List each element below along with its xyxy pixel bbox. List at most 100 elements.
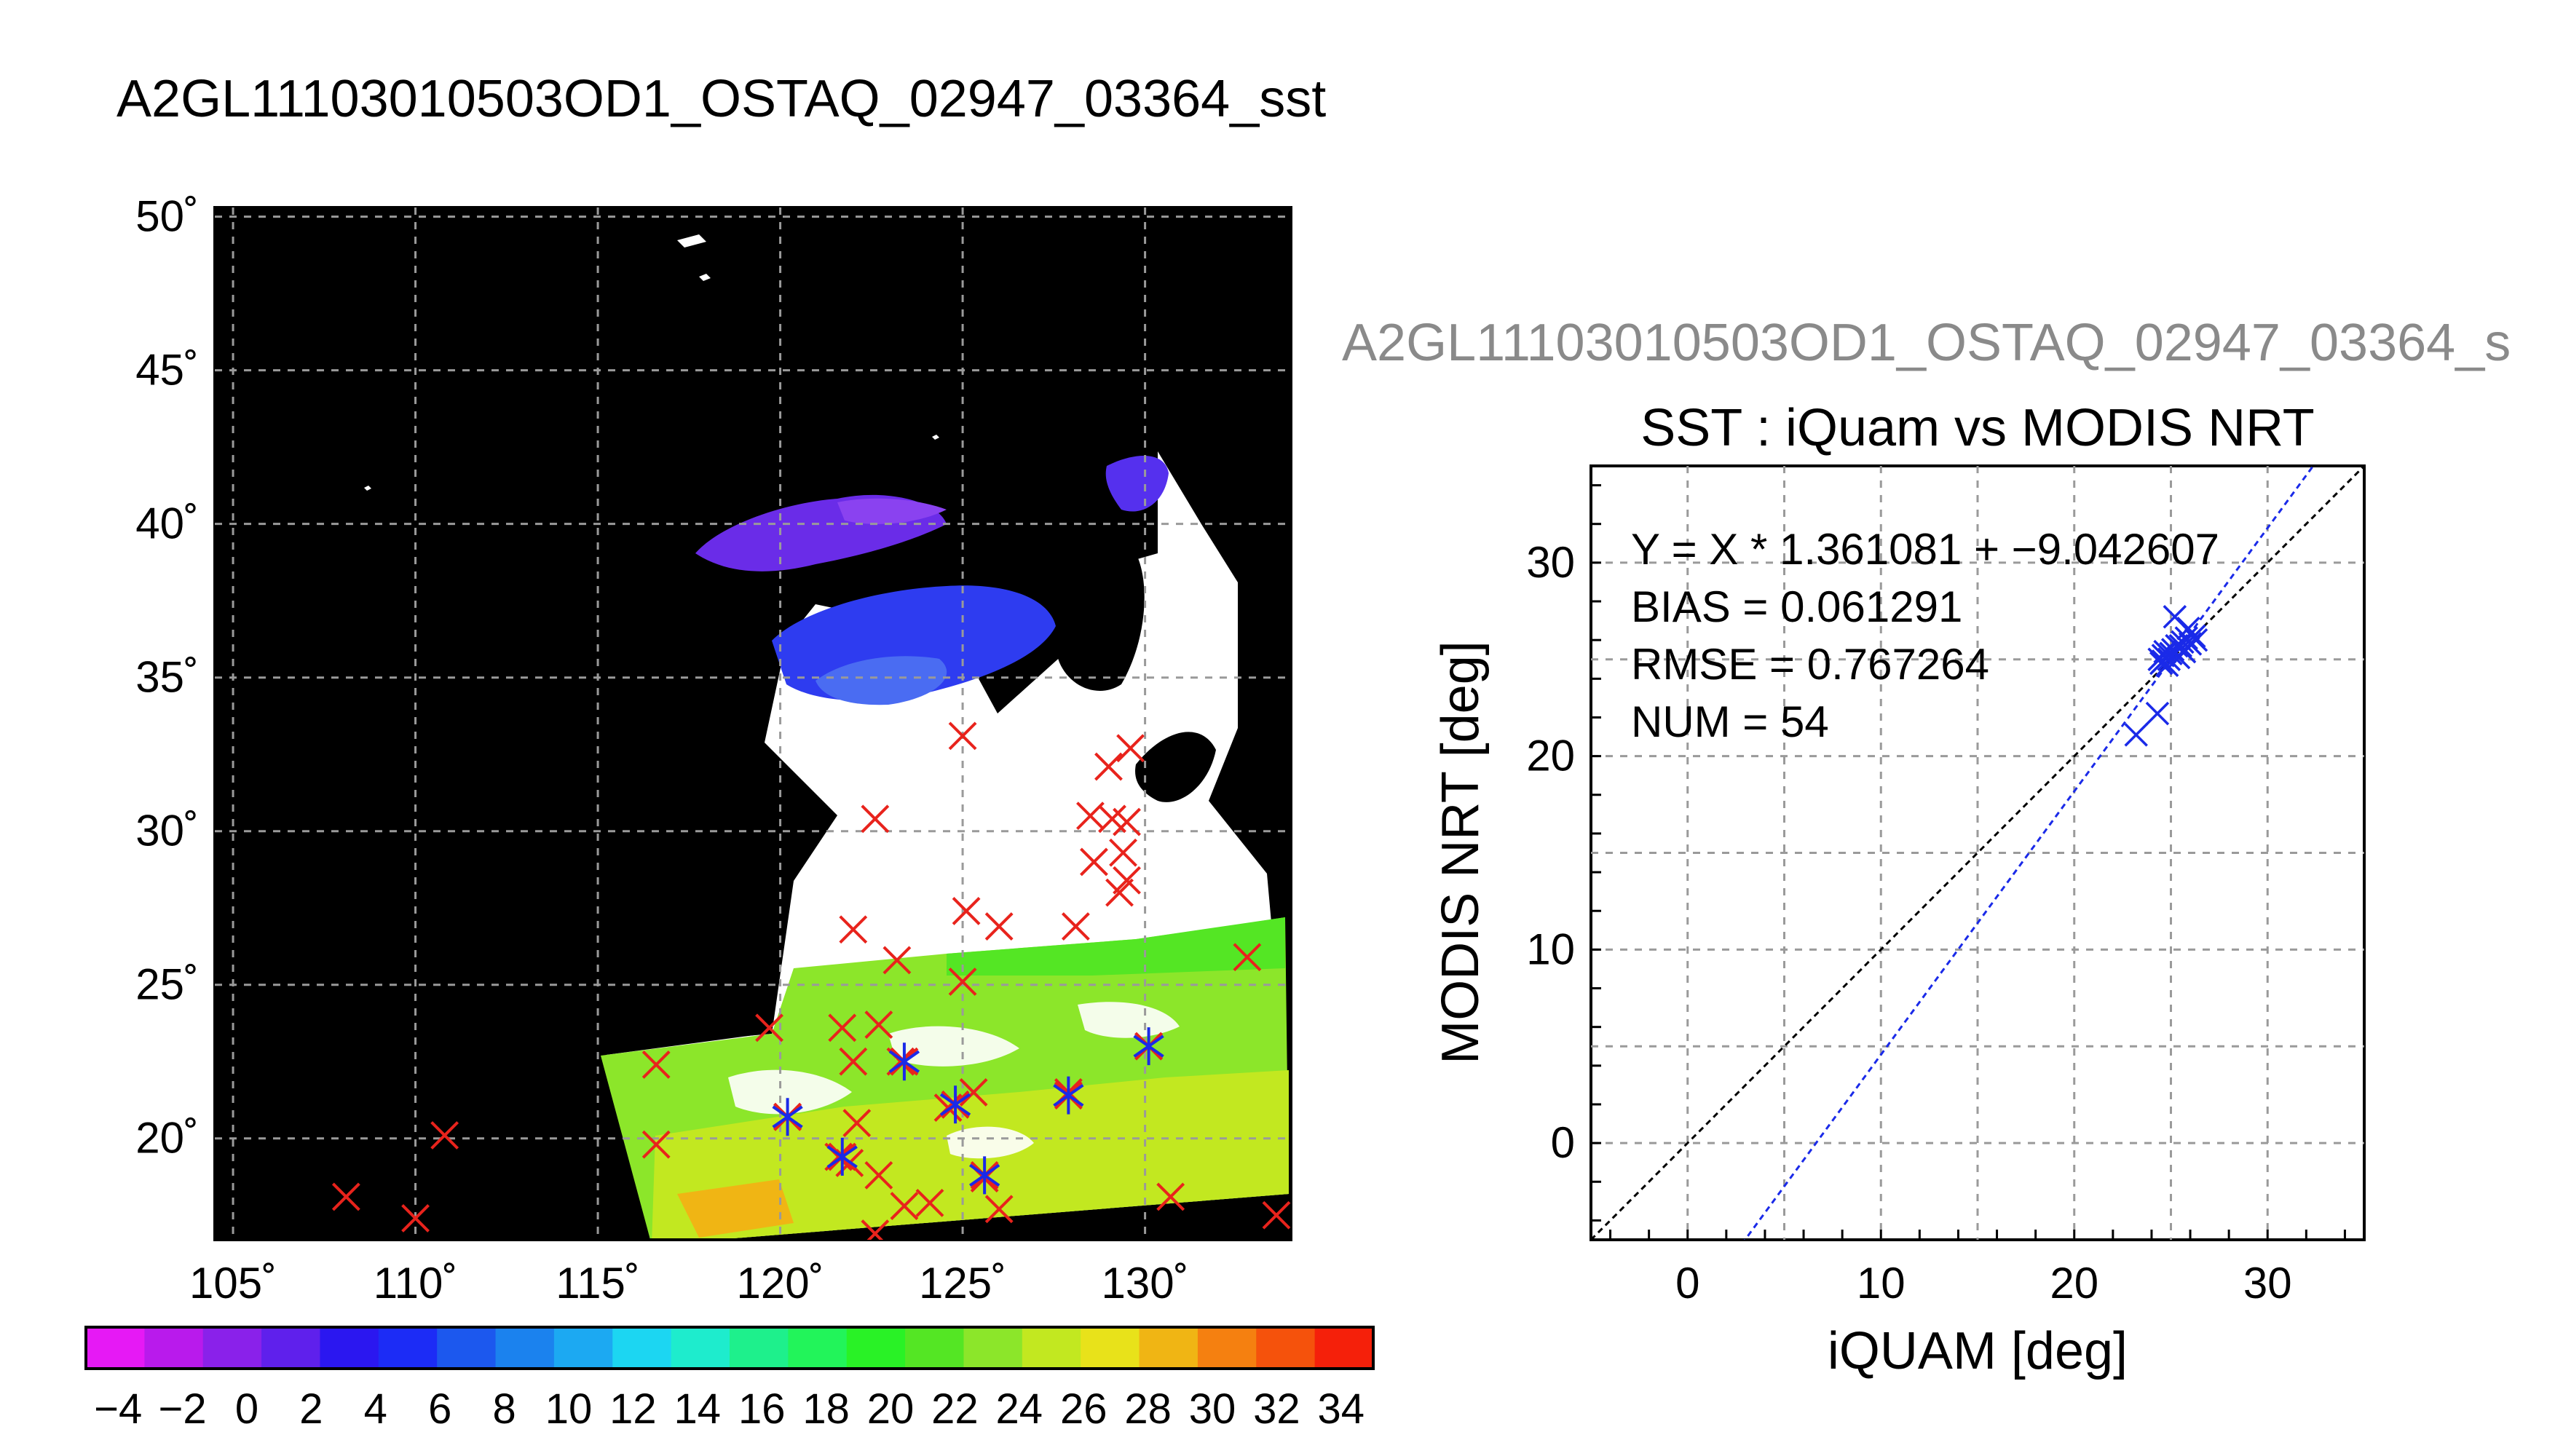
matchup-marker (1053, 1076, 1084, 1115)
scatter-point (2151, 649, 2176, 673)
colorbar-cell (671, 1327, 730, 1369)
iquam-marker (1061, 912, 1090, 941)
iquam-marker (864, 1160, 893, 1190)
iquam-marker (952, 897, 981, 925)
iquam-marker (641, 1051, 671, 1079)
one-to-one-line (1591, 466, 2364, 1240)
scatter-point (2124, 723, 2148, 747)
colorbar-cell (1256, 1327, 1316, 1369)
map-title: A2GL11103010503OD1_OSTAQ_02947_03364_sst (117, 70, 1327, 128)
iquam-marker (839, 1047, 868, 1076)
colorbar-cell (1139, 1327, 1198, 1369)
scatter-point (2178, 632, 2203, 656)
matchup-marker (772, 1098, 803, 1136)
colorbar-tick-label: 16 (738, 1385, 786, 1433)
map-matchup-markers (772, 1027, 1164, 1195)
warm-band-orange (677, 1179, 794, 1238)
scatter-point (2153, 639, 2177, 664)
iquam-marker (882, 946, 912, 975)
map-lat-tick-label: 45˚ (135, 346, 199, 395)
map-gridlines (215, 207, 1291, 1240)
iquam-marker (641, 1130, 671, 1159)
iquam-marker (1156, 1182, 1185, 1211)
iquam-marker (1105, 878, 1134, 907)
colorbar-cell (1081, 1327, 1140, 1369)
iquam-marker (948, 968, 977, 996)
colorbar-tick-label: 12 (609, 1385, 657, 1433)
colorbar-tick-label: 6 (428, 1385, 451, 1433)
scatter-points (2124, 605, 2208, 747)
map-lon-tick-label: 120˚ (737, 1259, 824, 1307)
scatter-filename-title: A2GL11103010503OD1_OSTAQ_02947_03364_s (1342, 314, 2511, 372)
colorbar-cell (730, 1327, 789, 1369)
mainland-china-coast (215, 207, 1158, 1238)
warm-band-green (947, 917, 1285, 976)
map-lon-tick-label: 125˚ (919, 1259, 1006, 1307)
colorbar-tick-label: 26 (1060, 1385, 1107, 1433)
map-lon-tick-label: 110˚ (374, 1259, 458, 1307)
iquam-marker (1094, 752, 1123, 781)
scatter-y-tick-label: 10 (1526, 925, 1575, 973)
regression-fit-line (1743, 466, 2315, 1240)
sst-scatter-plot: SST : iQuam vs MODIS NRT 0 10 20 30 0 10 20 30… (1431, 399, 2366, 1380)
iquam-marker (984, 912, 1014, 941)
colorbar-cell (495, 1327, 555, 1369)
iquam-marker (828, 1013, 857, 1042)
iquam-marker (1233, 943, 1262, 972)
colorbar-tick-label: 10 (545, 1385, 593, 1433)
colorbar-tick-label: 28 (1124, 1385, 1172, 1433)
colorbar-cell (1022, 1327, 1081, 1369)
scatter-stat-line: Y = X * 1.361081 + −9.042607 (1631, 525, 2219, 574)
iquam-marker (1262, 1200, 1291, 1230)
scatter-x-ticks: 0 10 20 30 (1675, 1259, 2292, 1307)
colorbar-tick-label: −2 (159, 1385, 207, 1433)
iquam-marker (1116, 734, 1145, 763)
map-lon-tick-label: 105˚ (189, 1259, 277, 1307)
colorbar-tick-label: 22 (931, 1385, 979, 1433)
iquam-marker (1113, 866, 1141, 895)
matchup-marker (826, 1138, 858, 1176)
matchup-marker (968, 1156, 1000, 1195)
matchup-marker (939, 1085, 971, 1124)
kyushu-land (1135, 732, 1216, 802)
map-lat-tick-label: 50˚ (135, 192, 199, 241)
sst-colorbar: −4 −2 0 2 4 6 8 10 12 14 16 18 20 22 24 26 28 30 32 34 (84, 1326, 1375, 1433)
map-lon-tick-label: 115˚ (556, 1259, 640, 1307)
iquam-marker (1113, 807, 1141, 836)
iquam-marker (861, 1219, 890, 1240)
iquam-marker (959, 1078, 988, 1107)
colorbar-cell (437, 1327, 497, 1369)
colorbar-cell (553, 1327, 613, 1369)
scatter-y-tick-label: 0 (1551, 1118, 1575, 1167)
scatter-point (2182, 624, 2206, 649)
iquam-marker (984, 1195, 1014, 1224)
scatter-title: SST : iQuam vs MODIS NRT (1640, 399, 2315, 457)
map-lat-tick-label: 35˚ (135, 653, 199, 702)
colorbar-cell (1197, 1327, 1257, 1369)
map-lat-tick-label: 25˚ (135, 960, 199, 1009)
iquam-marker (842, 1109, 872, 1138)
scatter-y-tick-label: 20 (1526, 732, 1575, 780)
iquam-marker (430, 1121, 459, 1150)
colorbar-tick-label: 24 (996, 1385, 1043, 1433)
colorbar-cell (905, 1327, 964, 1369)
colorbar-cell (144, 1327, 204, 1369)
scatter-point (2157, 647, 2181, 671)
colorbar-cells (86, 1327, 1374, 1369)
scatter-stat-line: BIAS = 0.061291 (1631, 582, 1962, 631)
scatter-x-tick-label: 10 (1857, 1259, 1906, 1307)
scatter-x-tick-label: 20 (2050, 1259, 2098, 1307)
scatter-point (2184, 628, 2208, 652)
iquam-marker (401, 1204, 430, 1233)
scatter-point (2174, 626, 2198, 650)
scatter-point (2163, 605, 2187, 629)
iquam-marker (1109, 838, 1137, 867)
colorbar-tick-label: 0 (235, 1385, 258, 1433)
colorbar-cell (378, 1327, 438, 1369)
korea-land (1050, 547, 1145, 691)
colorbar-tick-label: 20 (867, 1385, 915, 1433)
scatter-y-tick-label: 30 (1526, 538, 1575, 587)
colorbar-tick-label: 30 (1189, 1385, 1236, 1433)
colorbar-tick-label: 34 (1318, 1385, 1365, 1433)
